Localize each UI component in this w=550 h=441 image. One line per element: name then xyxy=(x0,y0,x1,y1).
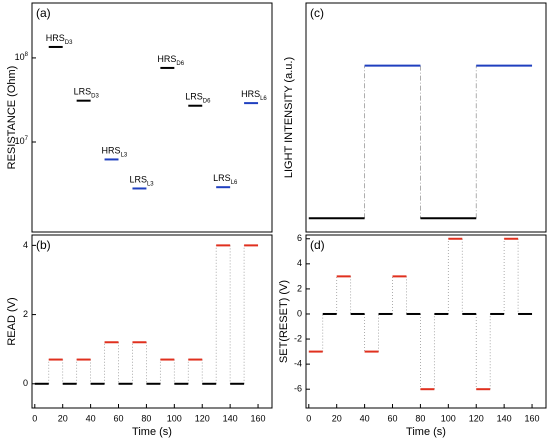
x-tick-label: 120 xyxy=(195,413,210,423)
panel-label: (c) xyxy=(310,6,324,20)
y-tick-label-base: 10 xyxy=(15,136,25,146)
y-tick-label: 4 xyxy=(297,258,302,268)
y-tick-label: 2 xyxy=(23,309,28,319)
y-tick-label-exp: 7 xyxy=(25,136,29,142)
x-tick-label: 40 xyxy=(86,413,96,423)
plot-frame xyxy=(305,234,547,409)
segment-label-sub: L6 xyxy=(260,96,267,102)
segment-label: LRSD6 xyxy=(185,92,211,104)
x-tick-label: 60 xyxy=(114,413,124,423)
y-axis-label: RESISTANCE (Ohm) xyxy=(6,66,18,170)
y-tick-label: 6 xyxy=(297,233,302,243)
segment-label: HRSD3 xyxy=(46,33,73,45)
panel-label: (d) xyxy=(310,238,325,252)
segment-label: LRSD3 xyxy=(74,87,100,99)
panel-label: (a) xyxy=(36,6,51,20)
segment-label-main: LRS xyxy=(213,174,231,184)
y-tick-label: 0 xyxy=(23,378,28,388)
y-tick-label: 107 xyxy=(15,136,29,147)
panel-label: (b) xyxy=(36,238,51,252)
x-tick-label: 140 xyxy=(497,413,512,423)
segment-label-sub: L6 xyxy=(231,180,238,186)
y-axis-label: SET(RESET) (V) xyxy=(278,280,290,363)
x-tick-label: 120 xyxy=(469,413,484,423)
x-tick-label: 20 xyxy=(58,413,68,423)
x-tick-label: 20 xyxy=(332,413,342,423)
y-tick-label: 2 xyxy=(297,283,302,293)
plot-frame xyxy=(31,234,273,409)
segment-label: HRSD6 xyxy=(157,54,184,66)
segment-label-main: HRS xyxy=(102,146,121,156)
y-tick-label: -2 xyxy=(294,333,302,343)
x-axis-label: Time (s) xyxy=(132,426,172,438)
x-tick-label: 140 xyxy=(223,413,238,423)
x-tick-label: 160 xyxy=(251,413,266,423)
segment-label-sub: D6 xyxy=(176,61,184,67)
plot-frame xyxy=(31,2,273,233)
segment-label-main: HRS xyxy=(46,33,65,43)
x-axis-label: Time (s) xyxy=(406,426,446,438)
x-tick-label: 0 xyxy=(306,413,311,423)
segment-label: LRSL6 xyxy=(213,174,238,186)
x-tick-label: 60 xyxy=(388,413,398,423)
segment-label-sub: D3 xyxy=(91,93,99,99)
segment-label-sub: D3 xyxy=(65,40,73,46)
x-tick-label: 40 xyxy=(360,413,370,423)
segment-label-sub: D6 xyxy=(203,98,211,104)
segment-label-main: LRS xyxy=(129,175,147,185)
y-tick-label: 0 xyxy=(297,308,302,318)
segment-label: HRSL3 xyxy=(102,146,128,158)
x-tick-label: 100 xyxy=(167,413,182,423)
x-tick-label: 80 xyxy=(415,413,425,423)
segment-label-main: HRS xyxy=(241,89,260,99)
y-tick-label: -4 xyxy=(294,358,302,368)
x-tick-label: 80 xyxy=(141,413,151,423)
segment-label-sub: L3 xyxy=(121,152,128,158)
segment-label: HRSL6 xyxy=(241,89,267,101)
x-tick-label: 160 xyxy=(525,413,540,423)
y-tick-label: 108 xyxy=(15,51,29,62)
y-tick-label: 4 xyxy=(23,240,28,250)
y-tick-label: -6 xyxy=(294,384,302,394)
segment-label-main: LRS xyxy=(74,87,92,97)
segment-label-sub: L3 xyxy=(147,181,154,187)
y-tick-label-base: 10 xyxy=(15,52,25,62)
segment-label: LRSL3 xyxy=(129,175,154,187)
x-tick-label: 0 xyxy=(32,413,37,423)
y-axis-label: READ (V) xyxy=(6,297,18,345)
plot-frame xyxy=(305,2,547,233)
x-tick-label: 100 xyxy=(441,413,456,423)
y-tick-label-exp: 8 xyxy=(25,51,29,57)
segment-label-main: HRS xyxy=(157,54,176,64)
y-axis-label: LIGHT INTENSITY (a.u.) xyxy=(283,57,295,178)
segment-label-main: LRS xyxy=(185,92,203,102)
